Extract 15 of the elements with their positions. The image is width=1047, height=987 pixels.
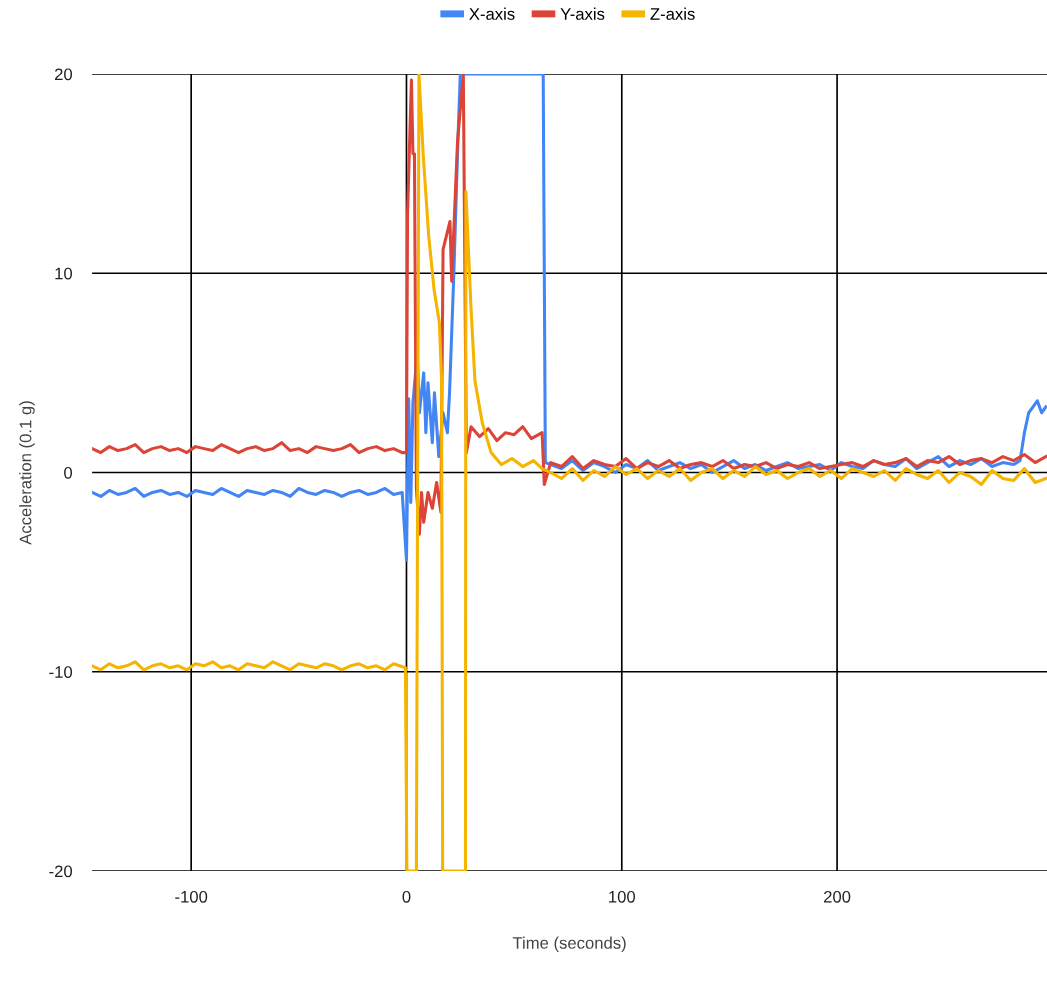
x-tick-label: 100: [609, 890, 636, 903]
y-axis-title: Acceleration (0.1 g): [19, 401, 35, 545]
x-axis-title: Time (seconds): [512, 936, 626, 953]
x-tick-label: 200: [824, 890, 851, 903]
legend-label: Y-axis: [560, 7, 605, 20]
y-tick-label: -10: [49, 666, 73, 678]
y-tick-label: 20: [54, 68, 73, 81]
line-series: [92, 74, 1047, 872]
x-tick-label: 0: [402, 890, 411, 903]
y-tick-label: 10: [55, 267, 73, 280]
x-tick-label: -100: [175, 890, 208, 903]
y-tick-label: 0: [64, 466, 73, 479]
legend-label: Z-axis: [650, 7, 695, 20]
legend-label: X-axis: [469, 7, 515, 20]
y-tick-label: -20: [49, 865, 73, 878]
